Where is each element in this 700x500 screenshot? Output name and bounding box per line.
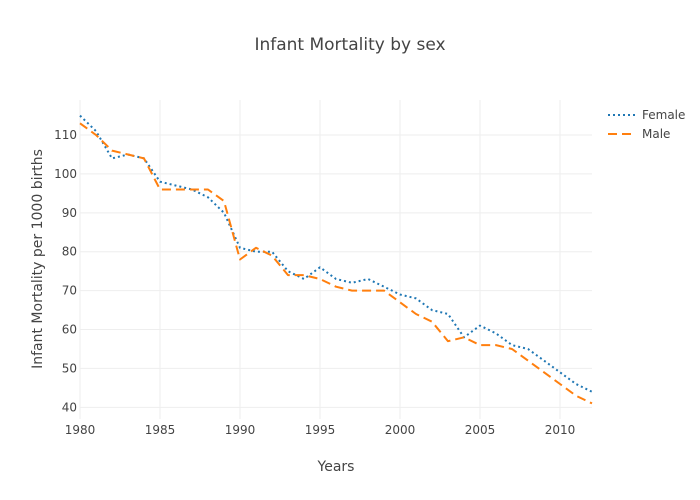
y-tick-label: 50 bbox=[62, 361, 77, 375]
chart-title: Infant Mortality by sex bbox=[254, 35, 445, 55]
y-tick-label: 100 bbox=[54, 167, 77, 181]
y-gridlines bbox=[80, 134, 592, 408]
legend[interactable]: Female Male bbox=[608, 108, 685, 141]
y-tick-label: 80 bbox=[62, 245, 77, 259]
x-tick-label: 1990 bbox=[225, 423, 256, 437]
x-tick-label: 1995 bbox=[305, 423, 336, 437]
x-tick-label: 1985 bbox=[145, 423, 176, 437]
legend-item-male[interactable]: Male bbox=[608, 127, 670, 141]
legend-item-female[interactable]: Female bbox=[608, 108, 685, 122]
y-tick-label: 110 bbox=[54, 128, 77, 142]
x-tick-label: 2010 bbox=[545, 423, 576, 437]
legend-label: Female bbox=[642, 108, 685, 122]
legend-label: Male bbox=[642, 127, 670, 141]
x-tick-label: 2005 bbox=[465, 423, 496, 437]
y-tick-label: 70 bbox=[62, 284, 77, 298]
y-axis-ticks: 40 50 60 70 80 90 100 110 bbox=[54, 128, 77, 414]
x-axis-title: Years bbox=[317, 459, 355, 475]
series-lines bbox=[79, 114, 593, 405]
y-tick-label: 40 bbox=[62, 400, 77, 414]
x-axis-ticks: 1980 1985 1990 1995 2000 2005 2010 bbox=[65, 423, 576, 437]
x-tick-label: 1980 bbox=[65, 423, 96, 437]
series-line-female bbox=[79, 114, 593, 393]
y-tick-label: 60 bbox=[62, 323, 77, 337]
series-line-male bbox=[79, 122, 593, 405]
x-tick-label: 2000 bbox=[385, 423, 416, 437]
y-axis-title: Infant Mortality per 1000 births bbox=[30, 149, 46, 369]
y-tick-label: 90 bbox=[62, 206, 77, 220]
